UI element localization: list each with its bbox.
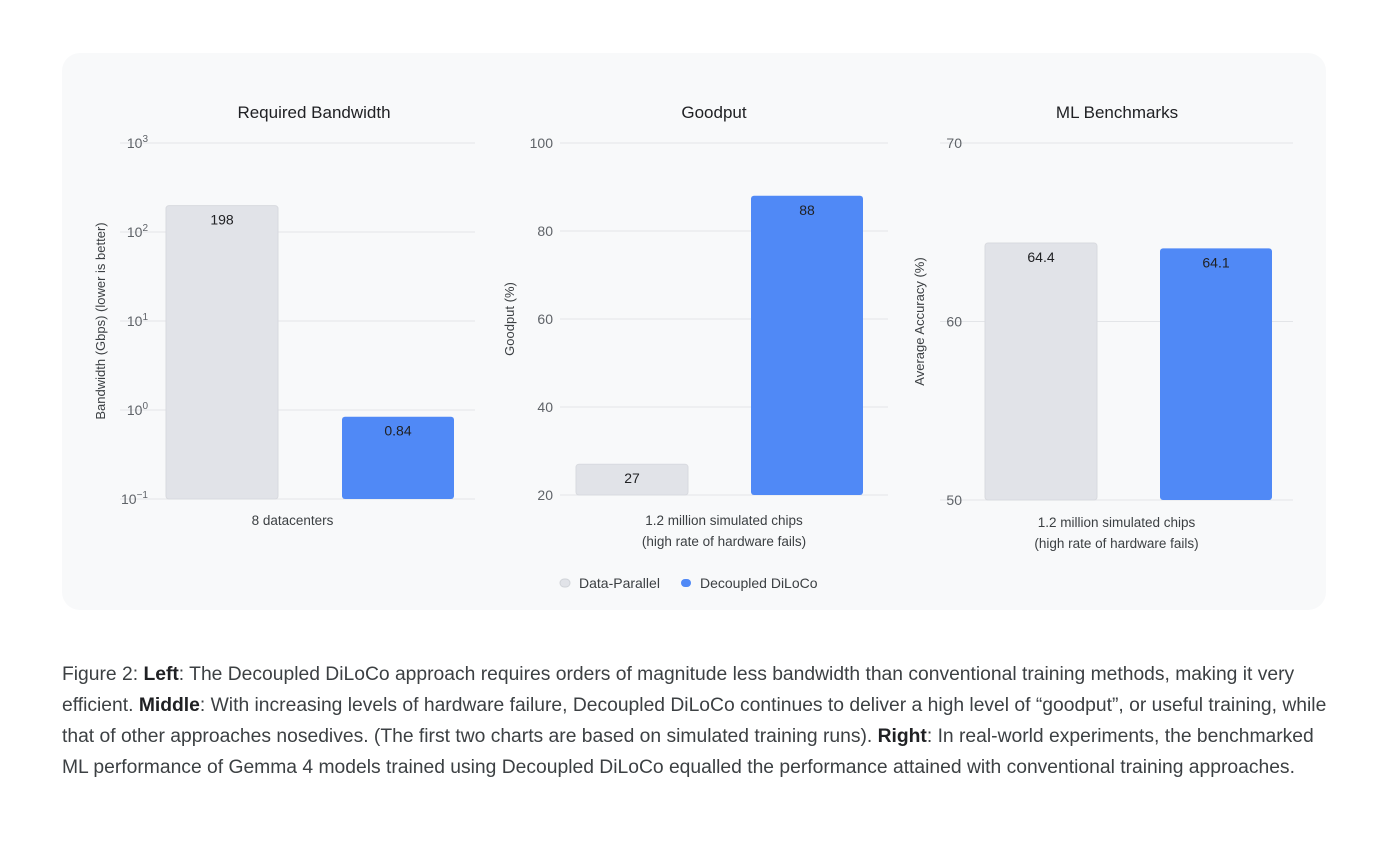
bar-data-label: 64.4 bbox=[1027, 249, 1054, 265]
x-axis-label: 8 datacenters bbox=[252, 513, 334, 528]
bar-decoupled-diloco bbox=[342, 416, 454, 499]
y-tick-label: 100 bbox=[127, 401, 149, 418]
y-tick-label: 103 bbox=[127, 134, 149, 151]
y-axis-label: Bandwidth (Gbps) (lower is better) bbox=[93, 222, 108, 419]
figure-caption: Figure 2: Left: The Decoupled DiLoCo app… bbox=[62, 659, 1332, 783]
y-tick-label: 60 bbox=[537, 311, 553, 327]
y-tick-label: 100 bbox=[530, 135, 554, 151]
y-tick-label: 101 bbox=[127, 312, 149, 329]
x-axis-label: (high rate of hardware fails) bbox=[642, 534, 806, 549]
bar-data-parallel bbox=[165, 205, 279, 500]
chart-title: Goodput bbox=[681, 103, 746, 122]
y-tick-label: 102 bbox=[127, 223, 149, 240]
caption-left-text: : The Decoupled DiLoCo approach requires… bbox=[62, 664, 1295, 716]
caption-left-label: Left bbox=[143, 664, 179, 685]
legend-label: Decoupled DiLoCo bbox=[700, 575, 818, 591]
caption-right-label: Right bbox=[877, 726, 927, 747]
chart-title: Required Bandwidth bbox=[237, 103, 390, 122]
y-tick-label: 20 bbox=[537, 487, 553, 503]
bar-data-label: 88 bbox=[799, 202, 815, 218]
bar-data-label: 27 bbox=[624, 470, 640, 486]
bar-decoupled-diloco bbox=[751, 195, 863, 496]
chart-2: Goodput 20 40 60 80 100 27 88 Goodput (%) 1.2 mil… bbox=[502, 103, 888, 549]
bar-data-label: 64.1 bbox=[1202, 254, 1229, 270]
legend: Data-Parallel Decoupled DiLoCo bbox=[559, 575, 818, 591]
y-axis-label: Goodput (%) bbox=[502, 282, 517, 356]
caption-middle-text: : With increasing levels of hardware fai… bbox=[62, 695, 1327, 747]
y-tick-label: 70 bbox=[946, 135, 962, 151]
chart-1: Required Bandwidth 10−1 100 101 102 103 198 0.8… bbox=[93, 103, 475, 528]
caption-middle-label: Middle bbox=[138, 695, 200, 716]
x-axis-label: 1.2 million simulated chips bbox=[645, 513, 803, 528]
legend-swatch bbox=[559, 578, 571, 588]
bar-data-parallel bbox=[575, 463, 689, 496]
y-tick-label: 80 bbox=[537, 223, 553, 239]
bar-data-label: 0.84 bbox=[384, 423, 411, 439]
y-tick-label: 50 bbox=[946, 492, 962, 508]
bar-data-label: 198 bbox=[210, 212, 234, 228]
bar-decoupled-diloco bbox=[1160, 248, 1272, 500]
bar-data-parallel bbox=[984, 242, 1098, 501]
y-tick-label: 60 bbox=[946, 314, 962, 330]
legend-swatch bbox=[681, 579, 691, 587]
y-axis-label: Average Accuracy (%) bbox=[912, 257, 927, 385]
charts-svg: Required Bandwidth 10−1 100 101 102 103 198 0.8… bbox=[93, 103, 1293, 591]
x-axis-label: (high rate of hardware fails) bbox=[1034, 536, 1198, 551]
chart-3: ML Benchmarks 50 60 70 64.4 64.1 Average Accur… bbox=[912, 103, 1293, 551]
chart-title: ML Benchmarks bbox=[1056, 103, 1178, 122]
caption-right-text: : In real-world experiments, the benchma… bbox=[62, 726, 1314, 778]
x-axis-label: 1.2 million simulated chips bbox=[1038, 515, 1196, 530]
y-tick-label: 40 bbox=[537, 399, 553, 415]
y-tick-label: 10−1 bbox=[121, 490, 148, 507]
caption-prefix: Figure 2: bbox=[62, 664, 144, 685]
legend-label: Data-Parallel bbox=[579, 575, 660, 591]
